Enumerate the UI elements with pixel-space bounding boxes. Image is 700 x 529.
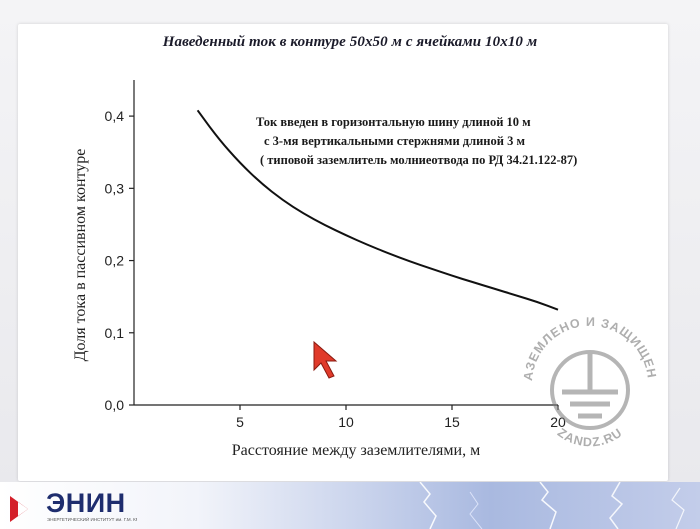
y-tick-label: 0,3 bbox=[105, 180, 125, 196]
series-line bbox=[196, 109, 559, 311]
x-axis-title: Расстояние между заземлителями, м bbox=[232, 442, 480, 459]
annotation-line-1: Ток введен в горизонтальную шину длиной … bbox=[256, 115, 531, 129]
enin-logo-subtitle: ЭНЕРГЕТИЧЕСКИЙ ИНСТИТУТ им. Г.М. КРЖИЖАН… bbox=[47, 517, 137, 522]
chart-annotation: Ток введен в горизонтальную шину длиной … bbox=[256, 115, 577, 167]
y-tick-label: 0,0 bbox=[105, 397, 125, 413]
slide-title: Наведенный ток в контуре 50х50 м с ячейк… bbox=[162, 34, 538, 50]
y-axis-title: Доля тока в пассивном контуре bbox=[72, 149, 89, 362]
footer-bar bbox=[0, 482, 700, 529]
arrow-cursor-icon bbox=[313, 340, 338, 379]
enin-logo-name: ЭНИН bbox=[46, 488, 126, 518]
y-tick-label: 0,4 bbox=[105, 108, 125, 124]
x-tick-label: 15 bbox=[444, 414, 460, 430]
chart-series bbox=[196, 109, 559, 311]
annotation-line-2: с 3-мя вертикальными стержнями длиной 3 … bbox=[264, 134, 525, 148]
lightning-decoration bbox=[419, 482, 685, 529]
watermark: ЗАЗЕМЛЕНО И ЗАЩИЩЕНО ZANDZ.RU bbox=[518, 312, 658, 449]
annotation-line-3: ( типовой заземлитель молниеотвода по РД… bbox=[260, 153, 577, 167]
x-tick-label: 10 bbox=[338, 414, 354, 430]
chart-ticks: 5 10 15 200,00,10,20,30,4 bbox=[105, 108, 566, 430]
x-tick-label: 5 bbox=[236, 414, 244, 430]
y-tick-label: 0,1 bbox=[105, 325, 125, 341]
y-tick-label: 0,2 bbox=[105, 253, 125, 269]
enin-logo-icon bbox=[10, 496, 28, 522]
